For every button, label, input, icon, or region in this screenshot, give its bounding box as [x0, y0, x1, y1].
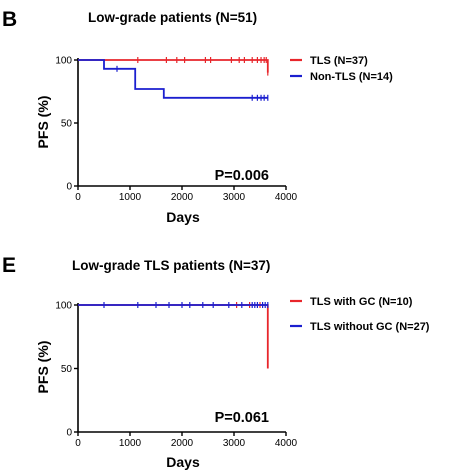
panel-b: B Low-grade patients (N=51) P=0.006 Days… — [2, 8, 393, 225]
y-tick-label: 50 — [61, 119, 73, 130]
y-axis-label: PFS (%) — [35, 341, 51, 394]
x-tick-label: 0 — [75, 438, 81, 449]
chart-title: Low-grade TLS patients (N=37) — [72, 258, 270, 273]
series-line-1 — [78, 304, 269, 369]
series-line-2 — [78, 59, 268, 99]
x-tick-label: 4000 — [275, 438, 298, 449]
panel-letter: E — [2, 254, 16, 277]
axes: 0 1000 2000 3000 4000 0 50 100 — [55, 56, 297, 204]
legend-label: TLS (N=37) — [310, 55, 368, 67]
x-tick-label: 2000 — [171, 438, 194, 449]
x-tick-label: 3000 — [223, 438, 246, 449]
series-line-1 — [78, 59, 269, 73]
legend-label: TLS without GC (N=27) — [310, 321, 430, 333]
x-tick-label: 1000 — [119, 438, 142, 449]
axes: 0 1000 2000 3000 4000 0 50 100 — [55, 301, 297, 450]
legend: TLS with GC (N=10) TLS without GC (N=27) — [290, 296, 430, 333]
y-tick-label: 100 — [55, 301, 72, 312]
x-axis-label: Days — [166, 454, 200, 470]
y-tick-label: 0 — [66, 182, 72, 193]
panel-e: E Low-grade TLS patients (N=37) P=0.061 … — [2, 254, 430, 470]
y-tick-label: 50 — [61, 364, 73, 375]
plot-series — [78, 302, 269, 369]
x-tick-label: 0 — [75, 192, 81, 203]
x-tick-label: 2000 — [171, 192, 194, 203]
p-value-annotation: P=0.006 — [215, 168, 269, 184]
y-axis-label: PFS (%) — [35, 96, 51, 149]
plot-series — [78, 57, 269, 101]
legend-label: TLS with GC (N=10) — [310, 296, 413, 308]
panel-letter: B — [2, 8, 17, 31]
legend-label: Non-TLS (N=14) — [310, 71, 393, 83]
legend: TLS (N=37) Non-TLS (N=14) — [290, 55, 393, 83]
chart-title: Low-grade patients (N=51) — [88, 10, 257, 25]
y-tick-label: 100 — [55, 56, 72, 67]
x-tick-label: 1000 — [119, 192, 142, 203]
x-tick-label: 3000 — [223, 192, 246, 203]
x-tick-label: 4000 — [275, 192, 298, 203]
x-axis-label: Days — [166, 209, 200, 225]
p-value-annotation: P=0.061 — [215, 410, 269, 426]
y-tick-label: 0 — [66, 428, 72, 439]
